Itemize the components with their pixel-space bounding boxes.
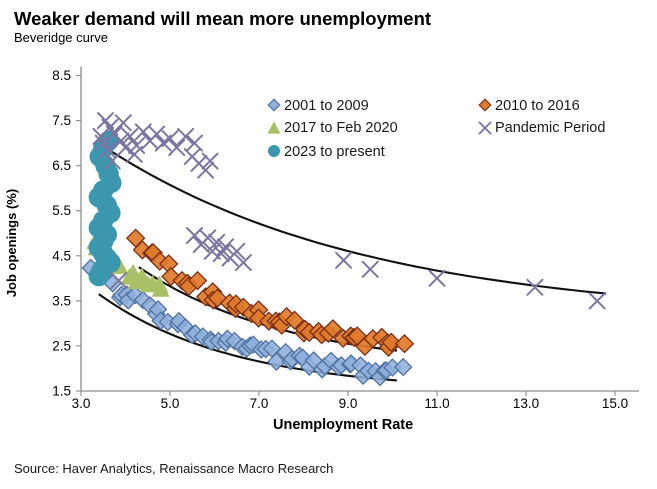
svg-text:11.0: 11.0 <box>424 396 449 411</box>
svg-text:3.5: 3.5 <box>52 293 71 308</box>
svg-text:2010 to 2016: 2010 to 2016 <box>495 98 580 114</box>
svg-text:7.5: 7.5 <box>52 113 71 128</box>
svg-text:6.5: 6.5 <box>52 158 71 173</box>
svg-text:2023 to present: 2023 to present <box>284 144 385 160</box>
svg-text:8.5: 8.5 <box>52 68 71 83</box>
svg-text:13.0: 13.0 <box>513 396 539 411</box>
svg-text:2.5: 2.5 <box>52 338 71 353</box>
svg-text:1.5: 1.5 <box>52 384 71 399</box>
svg-text:Pandemic Period: Pandemic Period <box>495 120 605 136</box>
svg-text:7.0: 7.0 <box>250 396 269 411</box>
svg-text:4.5: 4.5 <box>52 248 71 263</box>
svg-text:2001 to 2009: 2001 to 2009 <box>284 98 369 114</box>
svg-text:5.5: 5.5 <box>52 203 71 218</box>
svg-text:2017 to Feb 2020: 2017 to Feb 2020 <box>284 120 398 136</box>
svg-text:9.0: 9.0 <box>339 396 358 411</box>
svg-text:5.0: 5.0 <box>161 396 180 411</box>
svg-text:3.0: 3.0 <box>72 396 91 411</box>
svg-text:15.0: 15.0 <box>602 396 628 411</box>
